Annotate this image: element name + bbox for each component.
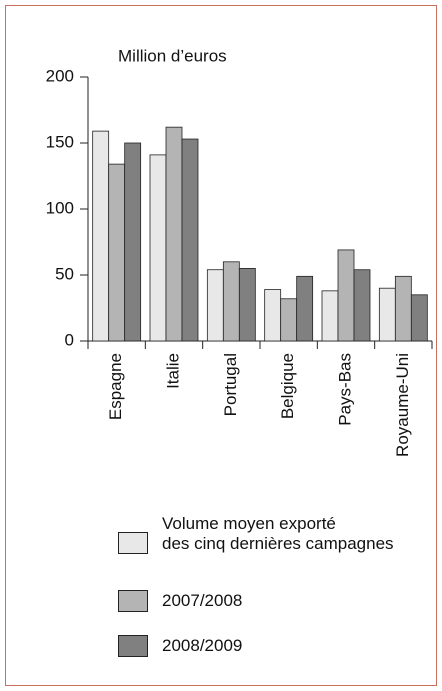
bar bbox=[124, 142, 142, 342]
legend-label: Volume moyen exporté des cinq dernières … bbox=[162, 514, 394, 553]
bar bbox=[296, 275, 314, 342]
legend-label: 2007/2008 bbox=[162, 591, 243, 610]
legend-swatch bbox=[118, 635, 148, 657]
bar bbox=[92, 130, 110, 342]
bar bbox=[222, 261, 240, 342]
frame bbox=[5, 5, 437, 686]
x-tick-label: Portugal bbox=[221, 353, 240, 416]
legend-label: 2008/2009 bbox=[162, 636, 243, 655]
bar bbox=[206, 269, 224, 342]
x-tick-label: Belgique bbox=[278, 353, 297, 419]
x-tick-label: Espagne bbox=[106, 353, 125, 420]
y-tick-label: 100 bbox=[46, 198, 74, 217]
y-tick-label: 150 bbox=[46, 132, 74, 151]
bar bbox=[264, 289, 282, 342]
x-tick-label: Italie bbox=[163, 353, 182, 389]
bar bbox=[280, 298, 298, 342]
bar bbox=[149, 154, 167, 342]
y-tick-label: 50 bbox=[55, 264, 74, 283]
legend-item: 2007/2008 bbox=[118, 590, 242, 612]
bar bbox=[337, 249, 355, 342]
legend-item: 2008/2009 bbox=[118, 635, 242, 657]
y-tick-label: 200 bbox=[46, 66, 74, 85]
y-axis-label: Million d’euros bbox=[118, 46, 227, 65]
legend-item: Volume moyen exporté des cinq dernières … bbox=[118, 514, 394, 554]
y-tick-label: 0 bbox=[65, 330, 74, 349]
bar bbox=[238, 267, 256, 342]
bar bbox=[410, 294, 428, 342]
x-tick-label: Royaume-Uni bbox=[393, 353, 412, 457]
bar bbox=[165, 126, 183, 342]
x-tick-label: Pays-Bas bbox=[335, 353, 354, 426]
bar bbox=[108, 163, 126, 342]
legend-swatch bbox=[118, 590, 148, 612]
bar bbox=[321, 290, 339, 342]
bar bbox=[378, 287, 396, 342]
bar bbox=[353, 269, 371, 342]
legend-swatch bbox=[118, 532, 148, 554]
bar bbox=[181, 138, 199, 342]
bar bbox=[394, 275, 412, 342]
